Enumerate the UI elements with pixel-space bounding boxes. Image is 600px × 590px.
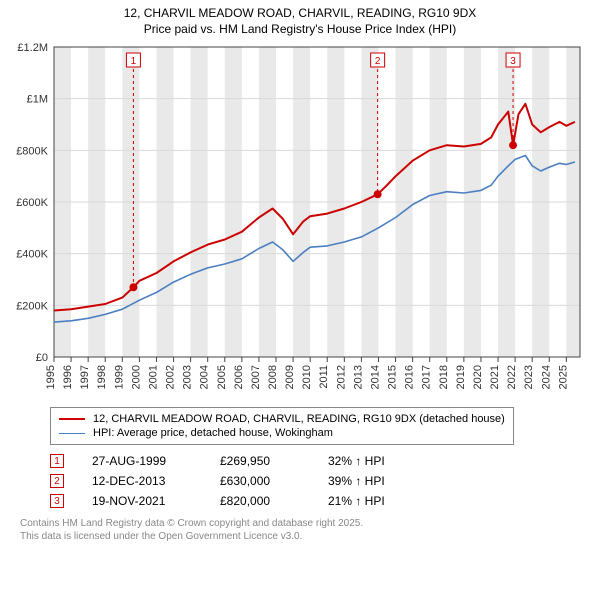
transaction-delta: 39% ↑ HPI	[328, 474, 408, 488]
chart-container: 12, CHARVIL MEADOW ROAD, CHARVIL, READIN…	[0, 0, 600, 547]
svg-text:1995: 1995	[45, 365, 57, 389]
transaction-badge: 1	[50, 454, 64, 468]
transaction-price: £820,000	[220, 494, 300, 508]
transaction-price: £630,000	[220, 474, 300, 488]
chart-title: 12, CHARVIL MEADOW ROAD, CHARVIL, READIN…	[10, 6, 590, 37]
svg-text:3: 3	[510, 56, 516, 67]
svg-text:2009: 2009	[284, 365, 296, 389]
transaction-date: 12-DEC-2013	[92, 474, 192, 488]
svg-text:2020: 2020	[472, 365, 484, 389]
svg-text:£400K: £400K	[16, 249, 48, 261]
svg-text:2000: 2000	[130, 365, 142, 389]
svg-text:1: 1	[131, 56, 137, 67]
svg-text:2008: 2008	[267, 365, 279, 389]
transaction-date: 19-NOV-2021	[92, 494, 192, 508]
svg-text:2011: 2011	[318, 365, 330, 389]
svg-text:2015: 2015	[387, 365, 399, 389]
svg-text:£1M: £1M	[27, 94, 48, 106]
legend-label: HPI: Average price, detached house, Woki…	[93, 427, 333, 439]
legend: 12, CHARVIL MEADOW ROAD, CHARVIL, READIN…	[50, 407, 514, 445]
svg-text:2017: 2017	[421, 365, 433, 389]
transactions-table: 1 27-AUG-1999 £269,950 32% ↑ HPI 2 12-DEC-201…	[50, 451, 590, 511]
svg-text:2024: 2024	[540, 365, 552, 389]
svg-text:£1.2M: £1.2M	[17, 42, 48, 54]
transaction-badge: 3	[50, 494, 64, 508]
svg-text:2003: 2003	[182, 365, 194, 389]
svg-text:2022: 2022	[506, 365, 518, 389]
transaction-price: £269,950	[220, 454, 300, 468]
transaction-row: 3 19-NOV-2021 £820,000 21% ↑ HPI	[50, 491, 590, 511]
svg-text:1998: 1998	[96, 365, 108, 389]
svg-text:£800K: £800K	[16, 146, 48, 158]
svg-text:1997: 1997	[79, 365, 91, 389]
chart-svg: £0 £200K £400K £600K £800K £1M £1.2M 1995 1996 19…	[10, 41, 590, 401]
footer-attribution: Contains HM Land Registry data © Crown c…	[20, 517, 590, 543]
legend-swatch	[59, 418, 85, 420]
svg-text:2006: 2006	[233, 365, 245, 389]
svg-text:2014: 2014	[369, 365, 381, 389]
transaction-row: 1 27-AUG-1999 £269,950 32% ↑ HPI	[50, 451, 590, 471]
svg-text:2019: 2019	[455, 365, 467, 389]
svg-text:£0: £0	[36, 352, 48, 364]
svg-text:2004: 2004	[199, 365, 211, 389]
legend-item: HPI: Average price, detached house, Woki…	[59, 426, 505, 440]
legend-item: 12, CHARVIL MEADOW ROAD, CHARVIL, READIN…	[59, 412, 505, 426]
footer-line-2: This data is licensed under the Open Gov…	[20, 530, 590, 543]
svg-text:1996: 1996	[62, 365, 74, 389]
svg-text:2016: 2016	[404, 365, 416, 389]
footer-line-1: Contains HM Land Registry data © Crown c…	[20, 517, 590, 530]
svg-text:£200K: £200K	[16, 301, 48, 313]
transaction-delta: 32% ↑ HPI	[328, 454, 408, 468]
svg-text:2010: 2010	[301, 365, 313, 389]
svg-text:2018: 2018	[438, 365, 450, 389]
transaction-row: 2 12-DEC-2013 £630,000 39% ↑ HPI	[50, 471, 590, 491]
transaction-date: 27-AUG-1999	[92, 454, 192, 468]
title-line-2: Price paid vs. HM Land Registry's House …	[10, 22, 590, 38]
svg-text:2002: 2002	[165, 365, 177, 389]
transaction-delta: 21% ↑ HPI	[328, 494, 408, 508]
title-line-1: 12, CHARVIL MEADOW ROAD, CHARVIL, READIN…	[10, 6, 590, 22]
svg-text:2021: 2021	[489, 365, 501, 389]
svg-text:2023: 2023	[523, 365, 535, 389]
legend-label: 12, CHARVIL MEADOW ROAD, CHARVIL, READIN…	[93, 413, 505, 425]
svg-text:2001: 2001	[147, 365, 159, 389]
svg-text:2007: 2007	[250, 365, 262, 389]
chart-plot: £0 £200K £400K £600K £800K £1M £1.2M 1995 1996 19…	[10, 41, 590, 401]
transaction-badge: 2	[50, 474, 64, 488]
svg-text:2013: 2013	[352, 365, 364, 389]
svg-text:2012: 2012	[335, 365, 347, 389]
svg-text:£600K: £600K	[16, 197, 48, 209]
legend-swatch	[59, 433, 85, 434]
svg-text:1999: 1999	[113, 365, 125, 389]
svg-text:2005: 2005	[216, 365, 228, 389]
svg-text:2: 2	[375, 56, 381, 67]
svg-text:2025: 2025	[557, 365, 569, 389]
